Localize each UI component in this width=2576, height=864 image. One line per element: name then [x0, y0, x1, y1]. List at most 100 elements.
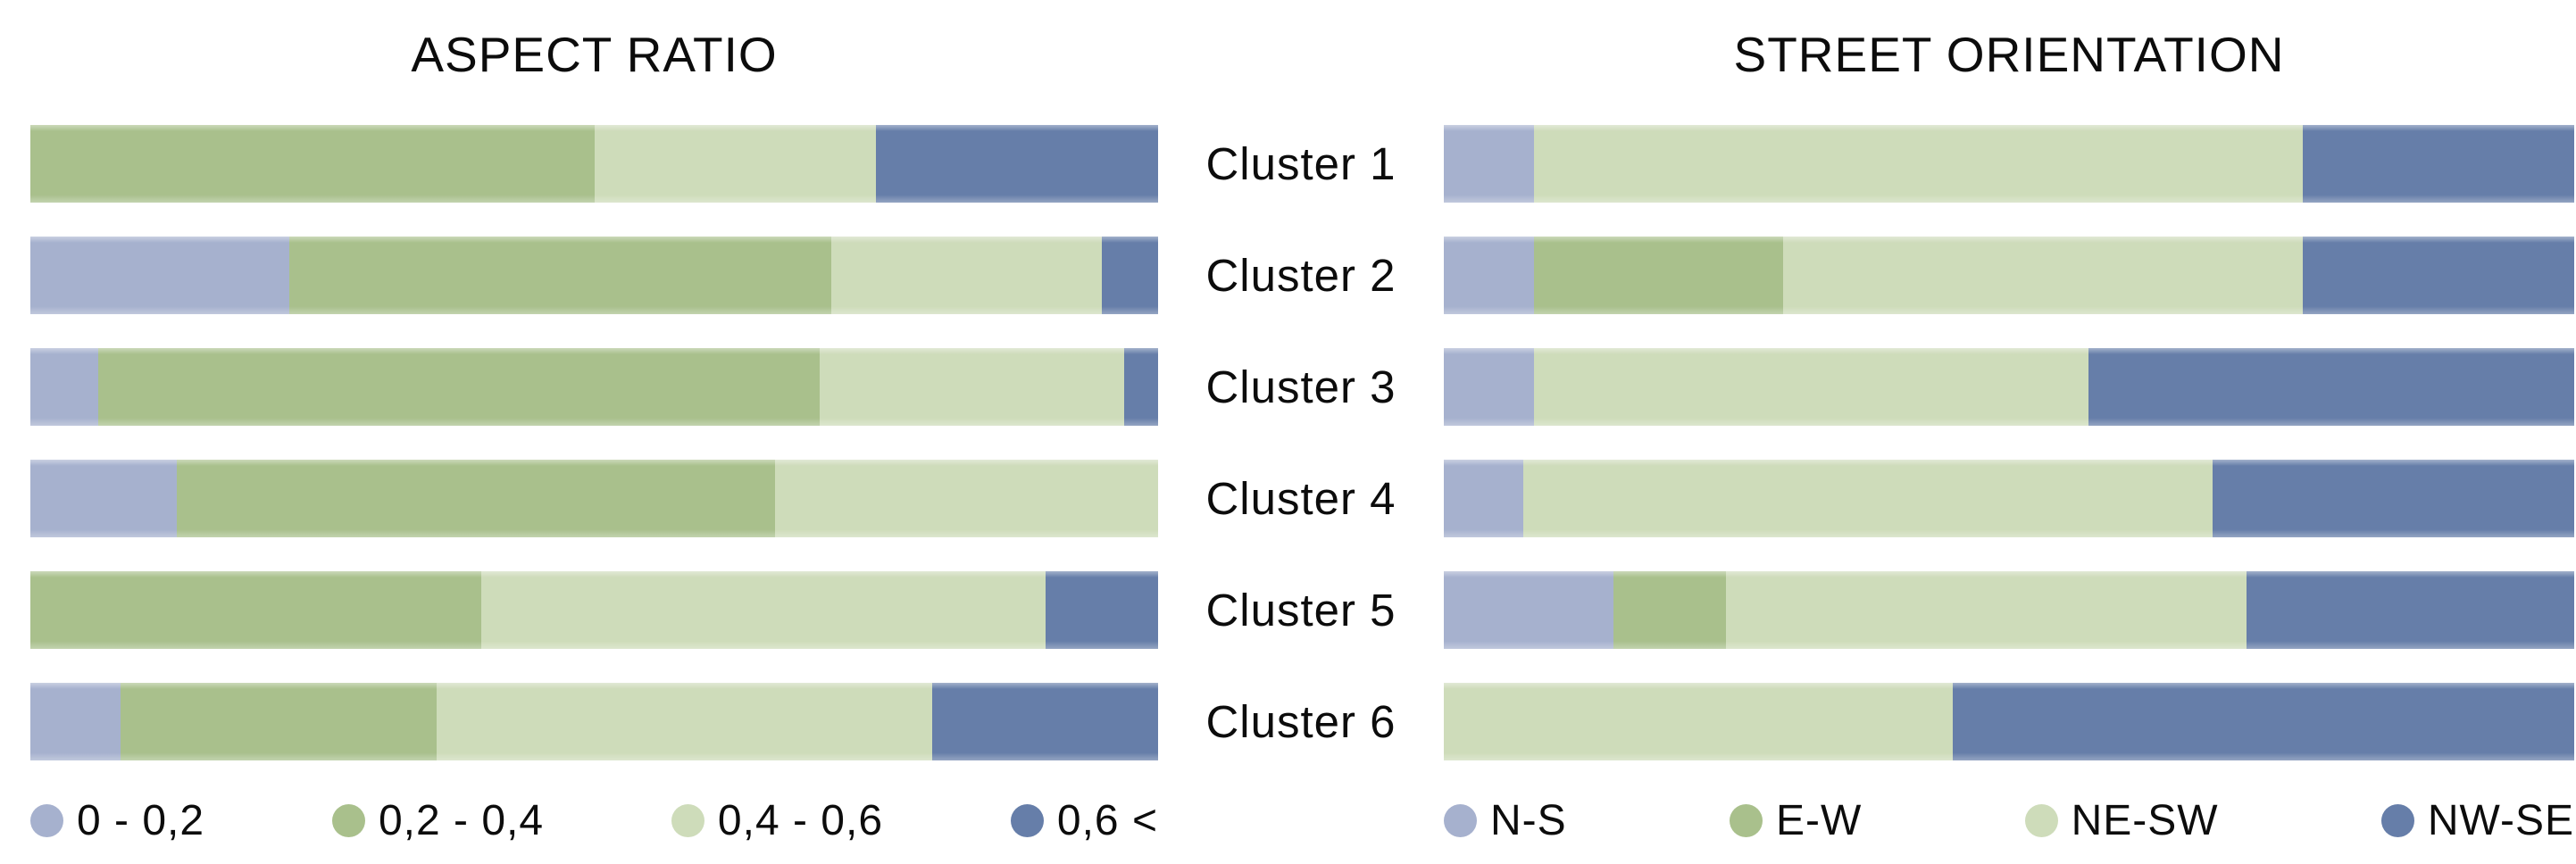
- bar-segment: [830, 237, 1102, 314]
- stacked-bar: [1444, 571, 2574, 649]
- bar-row: [1444, 331, 2574, 443]
- bar-row: [1444, 220, 2574, 331]
- cluster-label: Cluster 4: [1205, 473, 1396, 524]
- bar-segment: [1952, 683, 2574, 760]
- bar-segment: [594, 125, 877, 203]
- legend-item: 0,4 - 0,6: [671, 796, 883, 845]
- stacked-bar: [1444, 460, 2574, 537]
- legend-label: 0,2 - 0,4: [378, 797, 545, 844]
- bar-segment: [1534, 125, 2304, 203]
- aspect-ratio-title: ASPECT RATIO: [411, 26, 778, 82]
- legend-dot-icon: [30, 804, 63, 837]
- cluster-label: Cluster 5: [1205, 585, 1396, 636]
- bar-row: [1444, 443, 2574, 554]
- legend-item: NE-SW: [2024, 796, 2219, 845]
- bar-row: [30, 443, 1158, 554]
- legend-item: E-W: [1729, 796, 1863, 845]
- legend-dot-icon: [2024, 804, 2058, 837]
- street-orientation-legend: N-S E-W NE-SW NW-SE: [1444, 777, 2574, 864]
- street-orientation-bars: [1444, 108, 2574, 777]
- cluster-label: Cluster 3: [1205, 361, 1396, 412]
- stacked-bar: [30, 683, 1158, 760]
- bar-segment: [1444, 237, 1535, 314]
- bar-segment: [30, 237, 290, 314]
- aspect-ratio-bars: [30, 108, 1158, 777]
- aspect-ratio-legend: 0 - 0,2 0,2 - 0,4 0,4 - 0,6 0,6 <: [30, 777, 1158, 864]
- bar-segment: [289, 237, 831, 314]
- bar-segment: [30, 125, 595, 203]
- street-orientation-chart: STREET ORIENTATION N-S E-W NE-SW NW-SE: [1444, 0, 2574, 864]
- legend-label: NW-SE: [2427, 797, 2574, 844]
- bar-segment: [2212, 460, 2574, 537]
- bar-segment: [1522, 460, 2213, 537]
- bar-segment: [30, 348, 98, 426]
- labels-spacer: [1158, 0, 1444, 108]
- legend-label: E-W: [1775, 797, 1863, 844]
- bar-segment: [1534, 348, 2088, 426]
- stacked-bar: [1444, 125, 2574, 203]
- cluster-label: Cluster 6: [1205, 696, 1396, 747]
- bar-segment: [436, 683, 933, 760]
- stacked-bar: [30, 460, 1158, 537]
- legend-item: 0,6 <: [1010, 796, 1158, 845]
- legend-dot-icon: [1729, 804, 1763, 837]
- bar-segment: [1782, 237, 2304, 314]
- legend-item: NW-SE: [2380, 796, 2574, 845]
- bar-segment: [774, 460, 1158, 537]
- bar-row: [1444, 554, 2574, 666]
- bar-row: [30, 108, 1158, 220]
- bar-segment: [1613, 571, 1727, 649]
- bar-segment: [1444, 460, 1523, 537]
- legend-item: 0,2 - 0,4: [331, 796, 545, 845]
- legend-label: 0 - 0,2: [77, 797, 205, 844]
- bar-segment: [1124, 348, 1158, 426]
- bar-segment: [1444, 348, 1535, 426]
- bar-row: [1444, 666, 2574, 777]
- bar-segment: [481, 571, 1046, 649]
- stacked-bar: [30, 348, 1158, 426]
- stacked-bar: [30, 571, 1158, 649]
- bar-segment: [121, 683, 437, 760]
- bar-segment: [2088, 348, 2574, 426]
- bar-segment: [820, 348, 1125, 426]
- legend-item: N-S: [1444, 796, 1567, 845]
- bar-segment: [1726, 571, 2247, 649]
- bar-segment: [30, 460, 178, 537]
- bar-segment: [2246, 571, 2574, 649]
- cluster-label: Cluster 1: [1205, 138, 1396, 189]
- aspect-ratio-chart: ASPECT RATIO 0 - 0,2 0,2 - 0,4 0,4 - 0,6 0,…: [30, 0, 1158, 864]
- bar-segment: [1534, 237, 1783, 314]
- legend-dot-icon: [331, 804, 365, 837]
- legend-label: 0,4 - 0,6: [717, 797, 884, 844]
- legend-label: N-S: [1490, 797, 1567, 844]
- stacked-bar: [1444, 683, 2574, 760]
- legend-item: 0 - 0,2: [30, 796, 204, 845]
- bar-segment: [2303, 125, 2574, 203]
- bar-segment: [1045, 571, 1158, 649]
- bar-segment: [30, 571, 482, 649]
- stacked-bar: [30, 237, 1158, 314]
- bar-segment: [1444, 125, 1535, 203]
- stacked-bar: [1444, 237, 2574, 314]
- bar-segment: [932, 683, 1158, 760]
- bar-segment: [876, 125, 1158, 203]
- bar-segment: [1444, 571, 1613, 649]
- bar-row: [1444, 108, 2574, 220]
- bar-row: [30, 220, 1158, 331]
- legend-dot-icon: [2380, 804, 2414, 837]
- bar-row: [30, 666, 1158, 777]
- bar-row: [30, 331, 1158, 443]
- bar-row: [30, 554, 1158, 666]
- street-orientation-title: STREET ORIENTATION: [1733, 26, 2285, 82]
- bar-segment: [177, 460, 775, 537]
- cluster-label: Cluster 2: [1205, 250, 1396, 301]
- bar-segment: [30, 683, 121, 760]
- bar-segment: [1101, 237, 1158, 314]
- bar-segment: [97, 348, 821, 426]
- legend-label: NE-SW: [2071, 797, 2219, 844]
- legend-dot-icon: [671, 804, 704, 837]
- legend-dot-icon: [1010, 804, 1044, 837]
- cluster-labels: Cluster 1 Cluster 2 Cluster 3 Cluster 4 Clus…: [1158, 0, 1444, 864]
- bar-segment: [1444, 683, 1953, 760]
